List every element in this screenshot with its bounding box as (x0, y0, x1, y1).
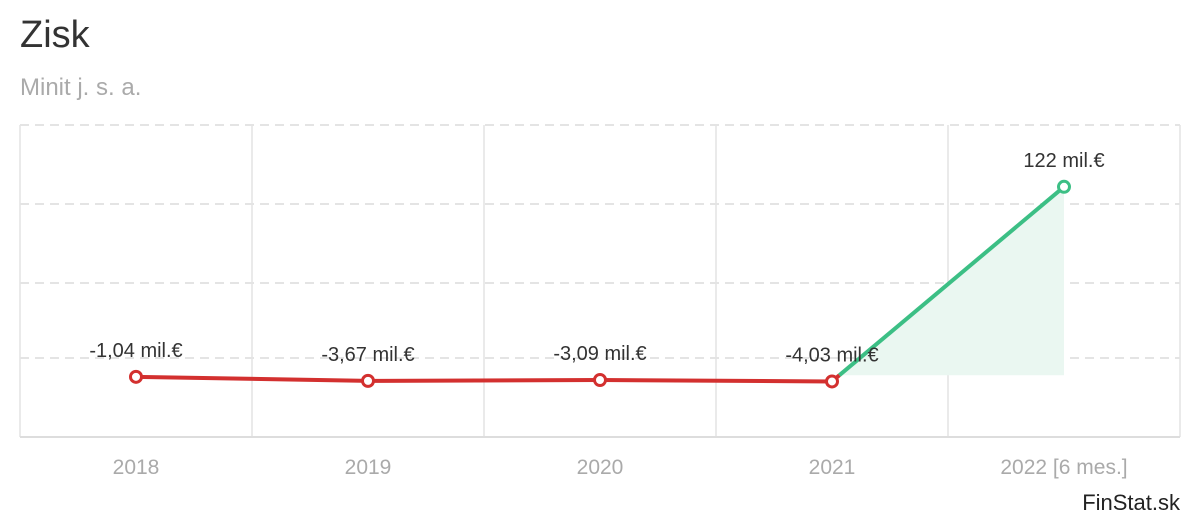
data-point (361, 373, 375, 388)
data-point (1057, 179, 1071, 194)
x-tick-label: 2021 (809, 456, 856, 479)
chart-title: Zisk (20, 14, 90, 56)
chart-subtitle: Minit j. s. a. (20, 74, 142, 101)
chart-x-axis: 2018 2019 2020 2021 2022 [6 mes.] (113, 456, 1128, 479)
data-label: -4,03 mil.€ (785, 344, 878, 366)
x-tick-label: 2018 (113, 456, 160, 479)
data-label: 122 mil.€ (1023, 150, 1104, 172)
chart-data-labels: -1,04 mil.€ -3,67 mil.€ -3,09 mil.€ -4,03 m… (89, 150, 1104, 367)
series-line-negative (135, 373, 841, 384)
series-line-positive (838, 185, 1066, 377)
x-tick-label: 2022 [6 mes.] (1000, 456, 1127, 479)
data-point (129, 369, 143, 384)
data-point (825, 374, 839, 389)
data-label: -1,04 mil.€ (89, 340, 182, 362)
source-credit[interactable]: FinStat.sk (1082, 490, 1180, 515)
data-label: -3,67 mil.€ (321, 344, 414, 366)
data-label: -3,09 mil.€ (553, 343, 646, 365)
data-point (593, 372, 607, 387)
x-tick-label: 2019 (345, 456, 392, 479)
x-tick-label: 2020 (577, 456, 624, 479)
chart-data-points (129, 179, 1071, 389)
